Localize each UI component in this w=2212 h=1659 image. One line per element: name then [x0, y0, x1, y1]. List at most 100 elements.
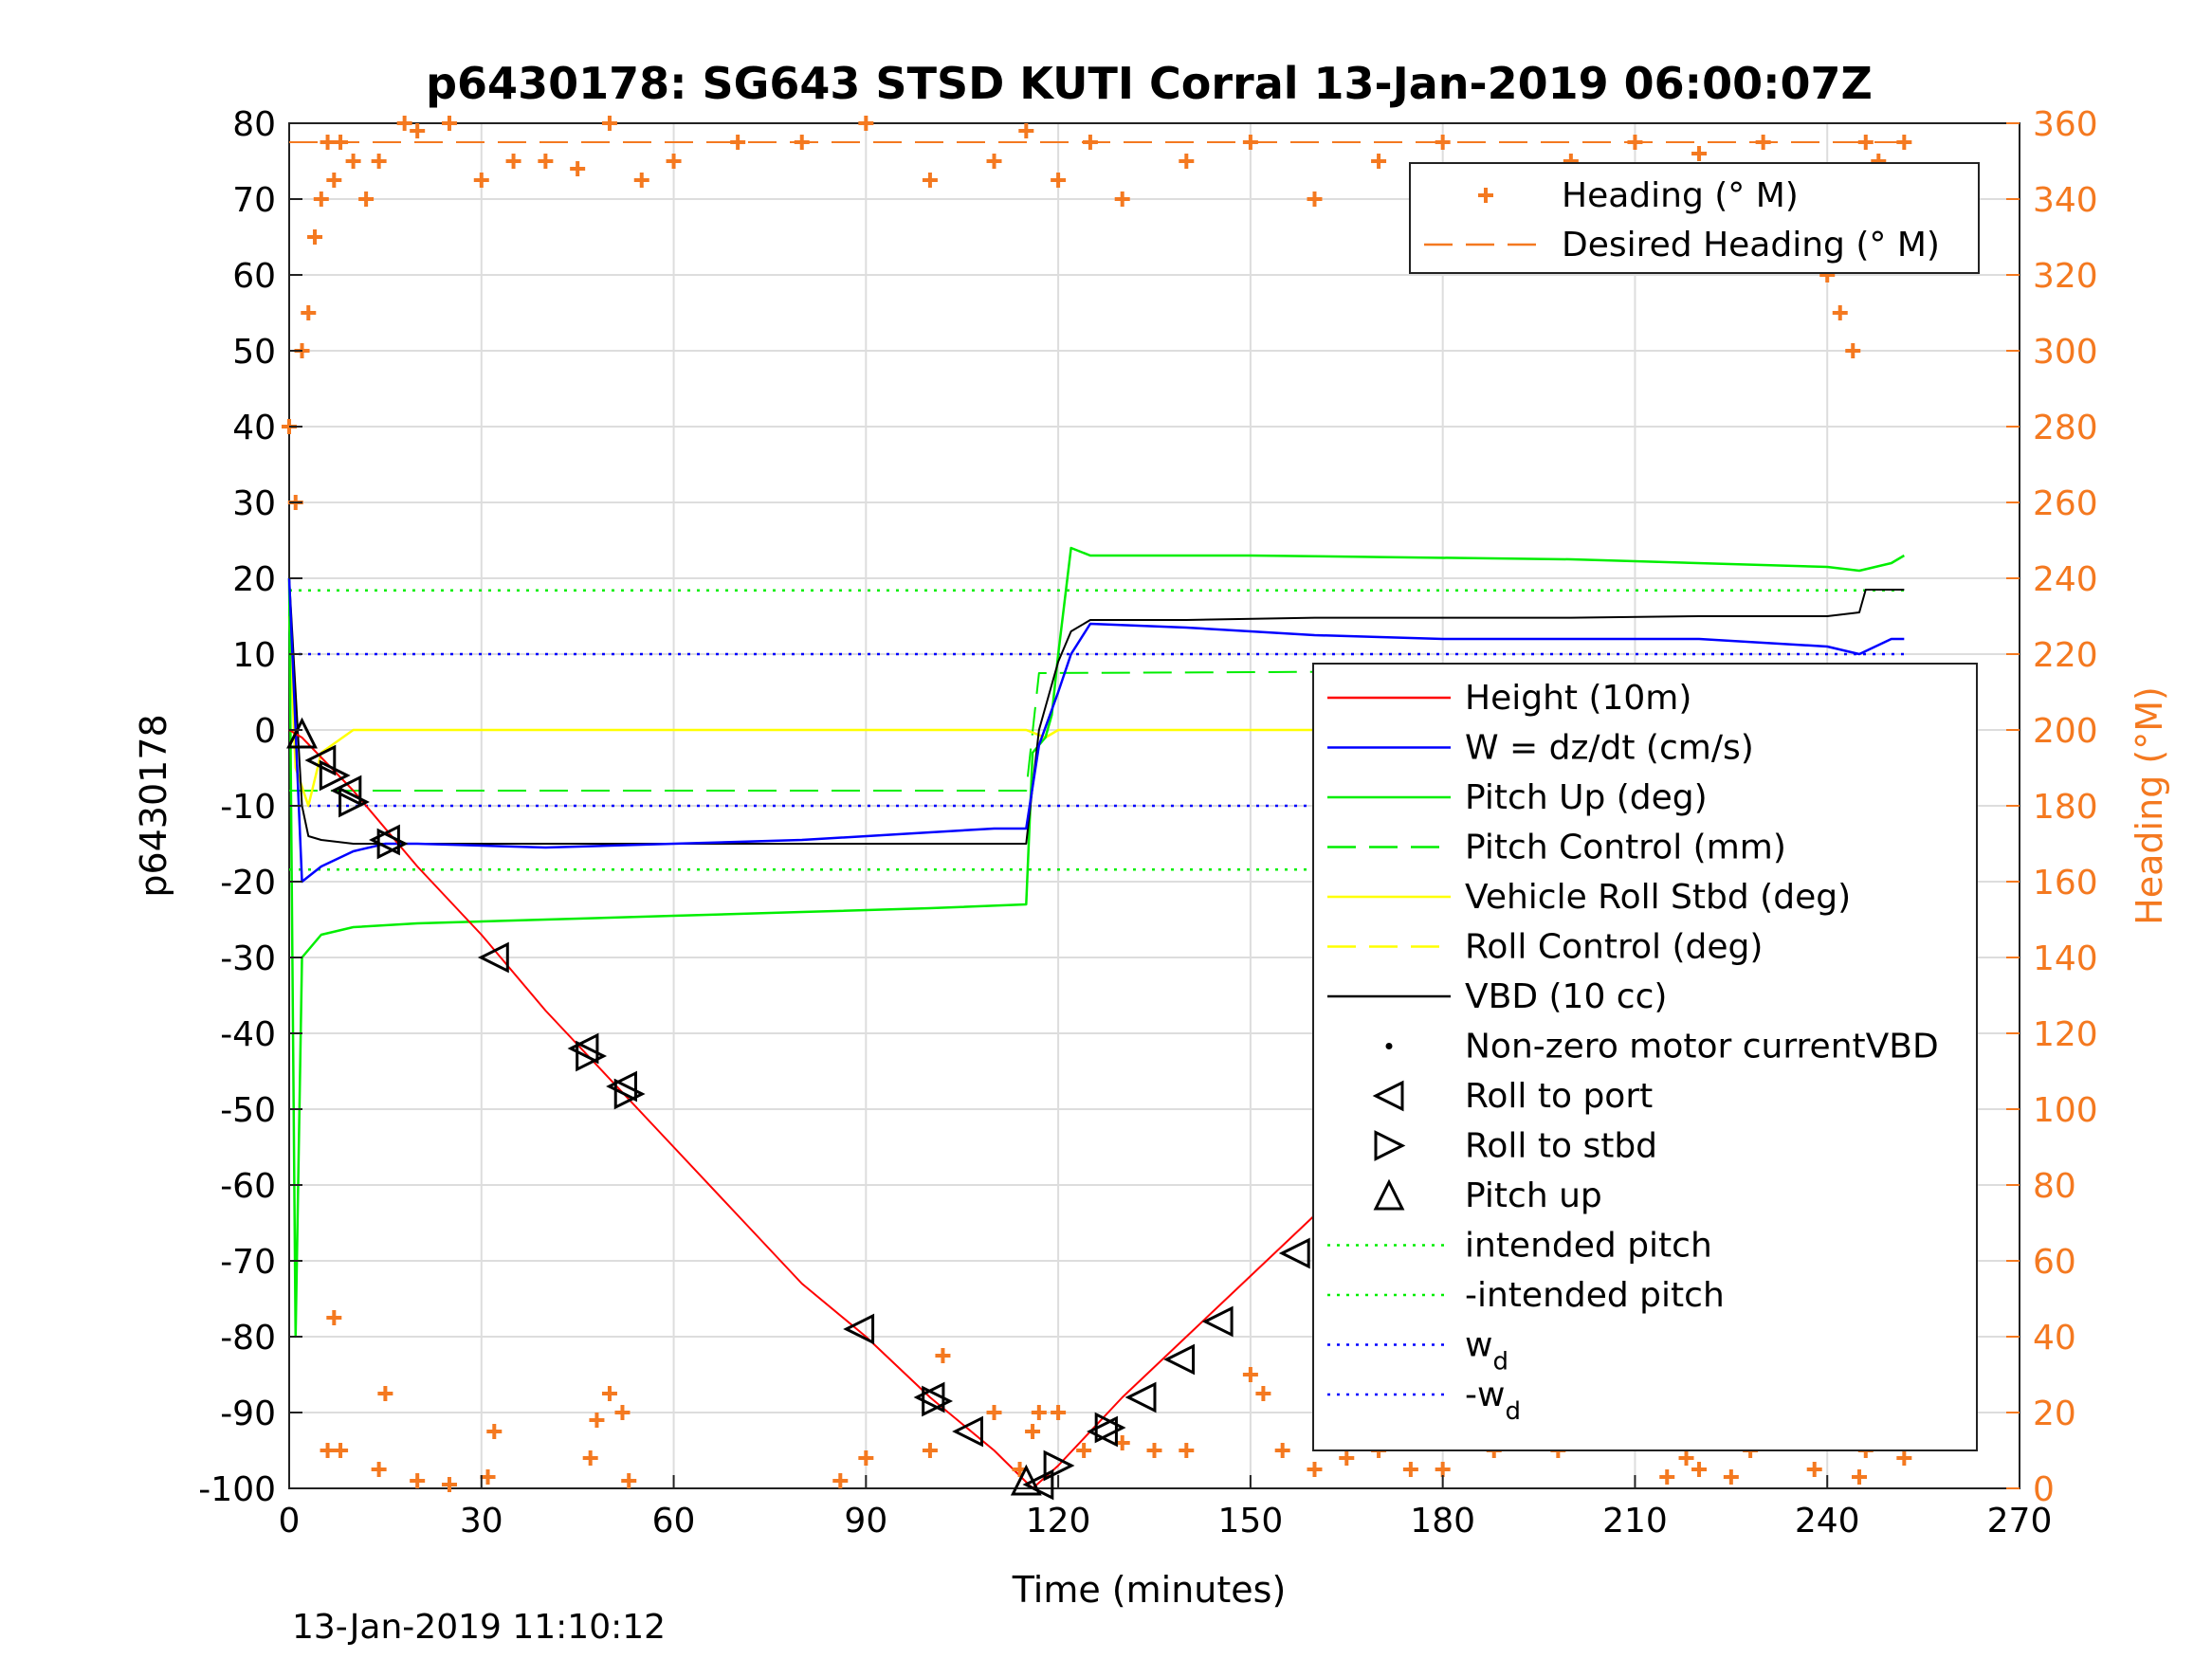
x-tick-label: 270 — [1987, 1502, 2053, 1540]
y2-tick-label: 200 — [2033, 712, 2098, 751]
legend-item-label: Vehicle Roll Stbd (deg) — [1465, 878, 1851, 917]
roll-to-port-marker — [567, 1032, 599, 1065]
legend-item-label: Pitch Control (mm) — [1465, 829, 1786, 867]
timestamp-label: 13-Jan-2019 11:10:12 — [292, 1608, 666, 1647]
legend-item-label: Height (10m) — [1465, 679, 1691, 718]
y-tick-label: -30 — [220, 939, 276, 978]
heading-point — [371, 154, 387, 169]
heading-point — [1852, 1469, 1868, 1485]
y-tick-label: 60 — [232, 257, 276, 296]
heading-point — [621, 1473, 637, 1488]
heading-point — [1114, 191, 1130, 207]
legend-item-label: -intended pitch — [1465, 1276, 1725, 1315]
heading-point — [1242, 135, 1258, 150]
heading-point — [480, 1469, 496, 1485]
roll-to-stbd-marker — [1094, 1412, 1126, 1444]
heading-point — [1051, 173, 1067, 188]
legend-item-swatch — [1374, 1130, 1406, 1161]
heading-point — [1242, 1367, 1258, 1382]
y2-tick-label: 280 — [2033, 409, 2098, 447]
roll-to-stbd-marker — [319, 759, 351, 792]
roll-to-port-marker — [843, 1313, 875, 1345]
roll-to-stbd-marker — [922, 1385, 954, 1417]
y2-tick-label: 120 — [2033, 1015, 2098, 1054]
roll-to-stbd-marker — [338, 786, 370, 818]
x-tick-label: 210 — [1602, 1502, 1668, 1540]
legend-item-label: VBD (10 cc) — [1465, 977, 1667, 1016]
heading-point — [1179, 1443, 1195, 1458]
y2-tick-label: 80 — [2033, 1167, 2076, 1206]
legend-item-label: intended pitch — [1465, 1227, 1712, 1266]
heading-point — [345, 154, 361, 169]
legend-item-label: Pitch Up (deg) — [1465, 778, 1708, 817]
y-tick-label: 0 — [254, 712, 276, 751]
legend-item-label: Roll to stbd — [1465, 1127, 1657, 1166]
tick-layer: 0 30 60 90 120 150 180 210 240 270 80 70 60 50 40 30 20 1… — [198, 105, 2097, 1540]
roll-to-port-marker — [477, 941, 509, 974]
heading-point — [1179, 154, 1195, 169]
heading-point — [570, 161, 586, 176]
pitch-up-marker — [286, 717, 318, 749]
y-tick-label: -60 — [220, 1167, 276, 1206]
heading-point — [922, 173, 938, 188]
y-tick-label: -100 — [198, 1470, 276, 1509]
heading-legend: Heading (° M) Desired Heading (° M) — [1409, 162, 1980, 274]
heading-point — [1845, 343, 1861, 358]
heading-point — [473, 173, 489, 188]
heading-point — [1402, 1462, 1418, 1477]
heading-point — [1307, 1462, 1323, 1477]
heading-point — [1659, 1469, 1675, 1485]
y-tick-label: 40 — [232, 409, 276, 447]
roll-to-port-marker — [1163, 1343, 1196, 1376]
heading-point — [326, 173, 342, 188]
heading-point — [1435, 135, 1451, 150]
heading-point — [1031, 1405, 1047, 1420]
y2-tick-label: 360 — [2033, 105, 2098, 144]
heading-point — [858, 1450, 874, 1466]
y2-tick-label: 60 — [2033, 1243, 2076, 1282]
roll-to-stbd-marker — [576, 1040, 608, 1072]
y-tick-label: -20 — [220, 864, 276, 902]
heading-point — [377, 1386, 393, 1401]
y2-tick-label: 40 — [2033, 1319, 2076, 1358]
heading-point — [301, 305, 317, 320]
y2-tick-label: 300 — [2033, 333, 2098, 372]
y2-tick-label: 340 — [2033, 181, 2098, 220]
y2-tick-label: 140 — [2033, 939, 2098, 978]
heading-point — [320, 135, 336, 150]
y2-tick-label: 160 — [2033, 864, 2098, 902]
heading-point — [1025, 1424, 1041, 1439]
y-tick-label: -80 — [220, 1319, 276, 1358]
x-tick-label: 120 — [1026, 1502, 1091, 1540]
heading-point — [666, 154, 682, 169]
y2-tick-label: 220 — [2033, 636, 2098, 675]
heading-point — [1896, 135, 1912, 150]
legend-top-item-label: Desired Heading (° M) — [1562, 226, 1940, 264]
legend-item-swatch — [1372, 1080, 1404, 1112]
x-tick-label: 90 — [844, 1502, 887, 1540]
heading-point — [601, 116, 617, 131]
y2-tick-label: 20 — [2033, 1395, 2076, 1433]
heading-point — [1082, 135, 1098, 150]
heading-point — [1339, 1450, 1355, 1466]
heading-point — [986, 154, 1002, 169]
heading-point — [1806, 1462, 1822, 1477]
heading-point — [1723, 1469, 1739, 1485]
heading-point — [589, 1413, 605, 1428]
legend-item-label: Roll to port — [1465, 1077, 1653, 1116]
heading-point — [1076, 1443, 1092, 1458]
heading-point — [1435, 1462, 1451, 1477]
roll-to-port-marker — [1124, 1381, 1157, 1413]
y2-axis-label: Heading (°M) — [2129, 686, 2170, 925]
heading-point — [1255, 1386, 1271, 1401]
chart-title: p6430178: SG643 STSD KUTI Corral 13-Jan-… — [426, 58, 1873, 109]
heading-point — [538, 154, 554, 169]
roll-to-port-marker — [1022, 1468, 1054, 1501]
heading-point — [313, 191, 329, 207]
heading-point — [1274, 1443, 1290, 1458]
legend-item-label: Non-zero motor currentVBD — [1465, 1028, 1939, 1066]
heading-point — [326, 1310, 342, 1325]
y-tick-label: 30 — [232, 484, 276, 523]
heading-point — [1627, 135, 1643, 150]
